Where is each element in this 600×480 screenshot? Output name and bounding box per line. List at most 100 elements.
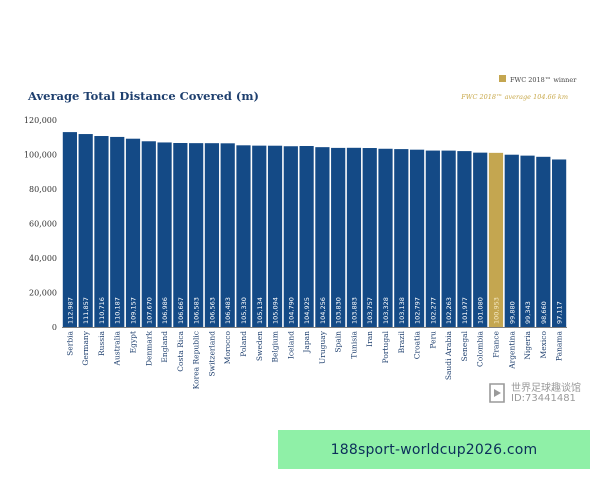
legend-label: FWC 2018™ winner: [510, 76, 577, 84]
bar-senegal: [457, 151, 472, 327]
bar-value-label: 109,157: [130, 297, 138, 324]
x-tick-label: Costa Rica: [176, 330, 185, 371]
watermark-logo-icon: [489, 383, 505, 403]
bar-value-label: 98,660: [540, 301, 548, 324]
bar-iceland: [283, 146, 298, 327]
bar-value-label: 105,094: [272, 297, 280, 324]
x-tick-label: Russia: [97, 330, 106, 356]
bar-costa-rica: [173, 142, 188, 327]
bar-value-label: 103,757: [366, 297, 374, 324]
y-tick-label: 120,000: [24, 116, 57, 125]
bar-value-label: 100,953: [492, 297, 500, 324]
banner-text: 188sport-worldcup2026.com: [330, 441, 538, 458]
bar-value-label: 106,667: [177, 297, 185, 324]
bar-uruguay: [315, 147, 330, 327]
bar-panama: [552, 159, 567, 327]
bar-switzerland: [204, 143, 220, 327]
x-tick-label: Croatia: [413, 330, 422, 359]
y-tick-label: 0: [52, 323, 57, 332]
bar-value-label: 105,330: [240, 297, 248, 324]
bar-value-label: 97,117: [556, 301, 564, 324]
bar-spain: [331, 147, 346, 327]
bar-value-label: 112,987: [66, 297, 74, 324]
x-tick-label: Morocco: [223, 331, 232, 365]
bar-saudi-arabia: [441, 150, 456, 327]
bar-peru: [425, 150, 440, 327]
bar-morocco: [220, 143, 235, 327]
bar-value-label: 103,328: [382, 297, 390, 324]
bar-serbia: [62, 132, 77, 327]
x-tick-label: Nigeria: [523, 330, 532, 359]
bar-value-label: 106,563: [208, 297, 216, 324]
promo-banner[interactable]: 188sport-worldcup2026.com: [278, 430, 590, 469]
x-tick-label: Saudi Arabia: [444, 330, 453, 380]
bar-value-label: 106,483: [224, 297, 232, 324]
bar-australia: [110, 136, 125, 327]
x-tick-label: Switzerland: [207, 331, 216, 377]
x-tick-label: Germany: [81, 330, 90, 365]
x-tick-label: Serbia: [65, 330, 74, 355]
bar-value-label: 110,716: [98, 297, 106, 324]
y-tick-label: 100,000: [24, 151, 57, 160]
x-tick-label: France: [491, 330, 500, 357]
average-label: FWC 2018™ average 104.66 km: [460, 93, 568, 101]
y-axis: 0 20,000 40,000 60,000 80,000 100,000 120,000: [24, 116, 57, 332]
bar-value-label: 102,277: [429, 297, 437, 324]
bar-value-label: 104,790: [287, 297, 295, 324]
bar-value-label: 111,857: [82, 297, 90, 324]
bar-iran: [362, 148, 377, 327]
x-tick-label: Egypt: [129, 331, 138, 353]
y-tick-label: 40,000: [29, 254, 57, 263]
bar-brazil: [394, 149, 409, 327]
bar-value-label: 99,343: [524, 301, 532, 324]
bar-russia: [94, 136, 109, 327]
bar-colombia: [473, 152, 488, 327]
bars-group: 112,987 111,857 110,716 110,187 109,157 107,6…: [62, 132, 567, 327]
bar-value-label: 103,830: [335, 297, 343, 324]
bar-value-label: 110,187: [114, 297, 122, 324]
x-axis: Serbia Germany Russia Australia Egypt Denmark…: [62, 327, 567, 389]
bar-poland: [236, 145, 251, 327]
watermark: 世界足球趣谈馆 ID:73441481: [487, 378, 587, 410]
x-tick-label: Australia: [113, 330, 122, 366]
bar-value-label: 99,880: [508, 301, 516, 324]
bar-france: [488, 152, 504, 327]
x-tick-label: Senegal: [460, 330, 469, 361]
bar-value-label: 102,263: [445, 297, 453, 324]
x-tick-label: Korea Republic: [192, 331, 201, 389]
y-tick-label: 80,000: [29, 185, 57, 194]
bar-portugal: [378, 148, 393, 327]
bar-tunisia: [346, 147, 362, 327]
bar-belgium: [267, 145, 283, 327]
bar-germany: [78, 134, 93, 327]
chart-title: Average Total Distance Covered (m): [27, 89, 259, 103]
x-tick-label: Spain: [334, 331, 343, 353]
x-tick-label: Iceland: [286, 331, 295, 359]
bar-egypt: [125, 138, 141, 327]
legend-swatch: [499, 75, 506, 82]
bar-chart: Average Total Distance Covered (m) FWC 2…: [24, 75, 577, 389]
bar-denmark: [141, 141, 156, 327]
bar-england: [157, 142, 172, 327]
x-tick-label: Iran: [365, 331, 374, 347]
x-tick-label: Poland: [239, 331, 248, 357]
bar-value-label: 102,797: [414, 297, 422, 324]
bar-sweden: [252, 145, 267, 327]
x-tick-label: England: [160, 331, 169, 363]
bar-value-label: 105,134: [256, 297, 264, 324]
bar-japan: [299, 146, 314, 327]
watermark-name: 世界足球趣谈馆: [511, 383, 581, 394]
bar-argentina: [504, 154, 519, 327]
bar-korea-republic: [189, 143, 204, 327]
bar-value-label: 103,883: [350, 297, 358, 324]
x-tick-label: Denmark: [144, 331, 153, 366]
x-tick-label: Colombia: [476, 330, 485, 366]
y-tick-label: 60,000: [29, 220, 57, 229]
bar-value-label: 107,670: [145, 297, 153, 324]
x-tick-label: Portugal: [381, 330, 390, 363]
x-tick-label: Brazil: [397, 330, 406, 353]
x-tick-label: Argentina: [507, 330, 516, 369]
bar-value-label: 101,080: [477, 297, 485, 324]
bar-value-label: 104,925: [303, 297, 311, 324]
x-tick-label: Sweden: [255, 331, 264, 361]
